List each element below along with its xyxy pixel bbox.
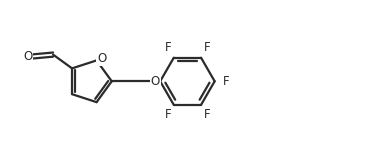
Text: F: F (165, 41, 172, 54)
Text: F: F (165, 108, 172, 121)
Text: O: O (97, 52, 106, 65)
Text: F: F (223, 75, 229, 88)
Text: O: O (23, 50, 32, 63)
Text: O: O (151, 75, 160, 88)
Text: F: F (203, 41, 210, 54)
Text: F: F (203, 108, 210, 121)
